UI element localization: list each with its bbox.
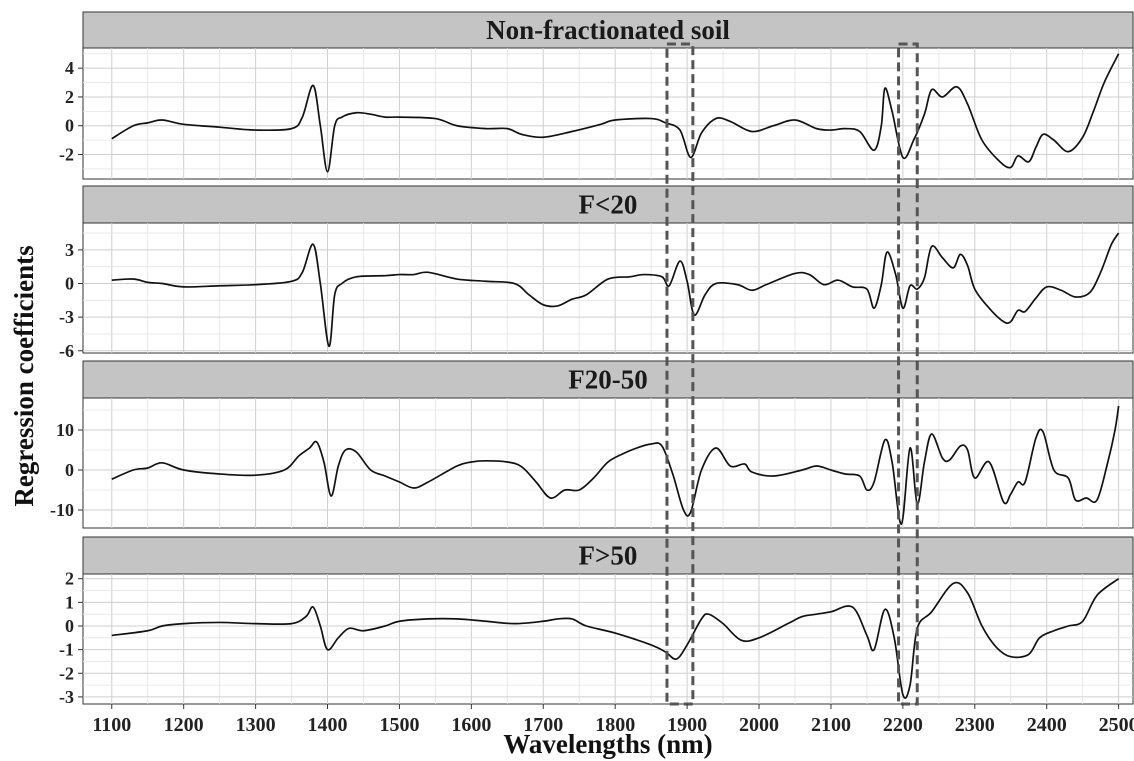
y-tick-label: 2	[65, 87, 74, 107]
highlight-band	[897, 42, 919, 706]
panel-1: Non-fractionated soil 4 2 0 -2	[59, 11, 1134, 180]
x-tick-label: 1200	[164, 714, 204, 736]
panel-4: F>50 2 1 0 -1 -2 -3	[59, 536, 1134, 707]
x-axis: 1100 1200 1300 1400 1500 1600 1700 1800 1900 2000…	[92, 704, 1134, 736]
panel-grid	[83, 398, 1133, 528]
x-tick-label: 1600	[451, 714, 491, 736]
y-tick-label: -2	[59, 663, 74, 683]
panel-2: F<20 3 0 -3 -6	[59, 185, 1134, 361]
y-tick-label: 3	[65, 240, 74, 260]
series-line	[111, 232, 1120, 348]
y-tick-label: -2	[59, 145, 74, 165]
x-tick-label: 2100	[811, 714, 851, 736]
x-tick-label: 1900	[667, 714, 707, 736]
x-tick-label: 1100	[92, 714, 131, 736]
y-tick-label: 4	[65, 58, 74, 78]
panel-strip	[82, 536, 1134, 575]
y-tick-label: 0	[65, 116, 74, 136]
x-axis-title: Wavelengths (nm)	[503, 729, 712, 759]
y-tick-label: 0	[65, 616, 74, 636]
panel-title: F>50	[579, 541, 638, 571]
series-line	[111, 53, 1120, 173]
y-tick-label: -10	[50, 500, 74, 520]
panel-grid	[83, 574, 1133, 704]
y-tick-label: 0	[65, 274, 74, 294]
panels-layer: Non-fractionated soil420-2F<2030-3-6F20-…	[50, 11, 1134, 707]
panel-background	[82, 47, 1134, 180]
panel-3: F20-50 10 0 -10	[50, 360, 1134, 529]
x-tick-label: 1400	[308, 714, 348, 736]
x-tick-label: 2300	[955, 714, 995, 736]
panel-background	[82, 222, 1134, 354]
panel-strip	[82, 360, 1134, 399]
x-tick-label: 1500	[379, 714, 419, 736]
y-tick-label: -1	[59, 640, 74, 660]
y-tick-label: 0	[65, 460, 74, 480]
y-tick-label: -3	[59, 307, 74, 327]
x-tick-label: 2400	[1027, 714, 1067, 736]
panel-title: F<20	[579, 190, 638, 220]
y-tick-label: 2	[65, 569, 74, 589]
panel-grid	[83, 48, 1133, 179]
highlight-band	[665, 42, 695, 706]
y-tick-label: -3	[59, 687, 74, 707]
series-line	[111, 405, 1120, 525]
panel-y-axis: 4 2 0 -2	[59, 58, 83, 165]
x-tick-label: 1300	[236, 714, 276, 736]
panel-grid	[83, 223, 1133, 353]
y-tick-label: -6	[59, 341, 74, 361]
panel-title: F20-50	[568, 365, 647, 395]
panel-strip	[82, 11, 1134, 49]
panel-strip	[82, 185, 1134, 224]
x-tick-label: 2000	[739, 714, 779, 736]
panel-y-axis: 10 0 -10	[50, 420, 83, 520]
y-tick-label: 10	[56, 420, 74, 440]
series-line	[111, 578, 1120, 699]
panel-y-axis: 2 1 0 -1 -2 -3	[59, 569, 83, 707]
x-tick-label: 1800	[595, 714, 635, 736]
highlight-layer	[665, 42, 919, 706]
x-tick-label: 1700	[523, 714, 563, 736]
y-axis-title: Regression coefficients	[9, 245, 39, 506]
x-tick-label: 2500	[1099, 714, 1134, 736]
panel-title: Non-fractionated soil	[486, 15, 730, 45]
panel-y-axis: 3 0 -3 -6	[59, 240, 83, 361]
x-tick-label: 2200	[883, 714, 923, 736]
y-tick-label: 1	[65, 592, 74, 612]
panel-background	[82, 573, 1134, 705]
